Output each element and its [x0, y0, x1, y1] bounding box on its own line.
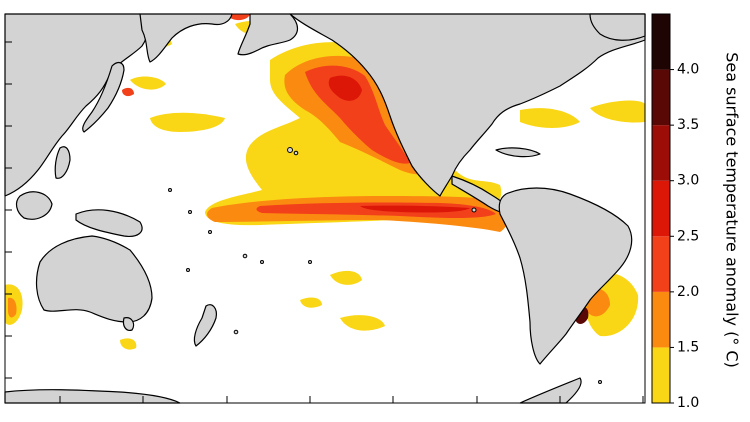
land-australia	[35, 235, 153, 323]
colorbar-tick-label-0: 1.0	[677, 395, 699, 411]
colorbar-bin-6	[652, 14, 670, 70]
colorbar-bin-4	[652, 125, 670, 181]
anomaly-atlantic-north	[520, 108, 580, 128]
land-tasmania	[122, 317, 135, 331]
pacific-islands	[168, 147, 602, 384]
island-7	[260, 260, 264, 264]
island-8	[308, 260, 312, 264]
land-alaska	[237, 13, 299, 56]
anomaly-tasman	[120, 338, 137, 350]
colorbar-tick-label-6: 4.0	[677, 62, 699, 78]
island-12	[598, 380, 602, 384]
land-kamchatka	[139, 13, 233, 63]
colorbar-bin-5	[652, 69, 670, 126]
anomaly-australia-west-core	[8, 297, 17, 318]
land-greenland	[589, 13, 646, 41]
colorbar-label: Sea surface temperature anomaly (° C)	[723, 52, 742, 368]
anomaly-south-pacific-3	[300, 297, 322, 308]
island-11	[471, 207, 477, 213]
island-9	[186, 268, 190, 272]
land-new-zealand	[193, 304, 217, 347]
colorbar-bin-0	[652, 347, 670, 403]
anomaly-north-pacific-red	[305, 65, 410, 164]
anomaly-south-pacific-2	[340, 315, 385, 331]
anomaly-west-pacific	[150, 112, 225, 132]
map-ticks	[5, 41, 644, 403]
island-6	[242, 253, 248, 259]
map-frame	[4, 13, 646, 404]
island-5	[208, 230, 212, 234]
anomaly-okhotsk	[122, 87, 134, 97]
colorbar-tick-label-2: 2.0	[677, 284, 699, 300]
land-new-guinea	[75, 209, 143, 237]
island-3	[168, 188, 172, 192]
island-hawaii	[287, 147, 293, 153]
land-layer	[4, 13, 646, 404]
land-antarctica	[4, 389, 181, 404]
anomaly-south-pacific-1	[330, 270, 362, 285]
colorbar: 1.0 1.5 2.0 2.5 3.0 3.5 4.0	[651, 13, 699, 411]
land-east-asia	[4, 13, 149, 197]
land-japan	[82, 61, 125, 133]
colorbar-tick-label-3: 2.5	[677, 228, 699, 244]
colorbar-tick-label-4: 3.0	[677, 173, 699, 189]
anomaly-equatorial-darkred	[360, 205, 470, 213]
colorbar-bin-3	[652, 180, 670, 237]
colorbar-tick-label-5: 3.5	[677, 117, 699, 133]
anomaly-kamchatka-top	[230, 14, 250, 21]
land-borneo	[15, 191, 53, 220]
colorbar-tick-label-1: 1.5	[677, 339, 699, 355]
island-10	[233, 329, 239, 335]
land-south-america	[498, 187, 633, 365]
land-philippines	[54, 146, 71, 179]
anomaly-central-north	[130, 76, 166, 90]
colorbar-frame	[651, 13, 671, 404]
land-antarctic-peninsula	[519, 377, 582, 404]
anomaly-atlantic-east	[590, 100, 645, 123]
island-2	[293, 150, 299, 156]
anomaly-north-pacific-darkred	[328, 75, 362, 101]
map-panel	[4, 13, 646, 404]
land-cuba	[495, 147, 541, 158]
colorbar-bin-1	[652, 291, 670, 348]
colorbar-bin-2	[652, 236, 670, 292]
island-4	[188, 210, 192, 214]
